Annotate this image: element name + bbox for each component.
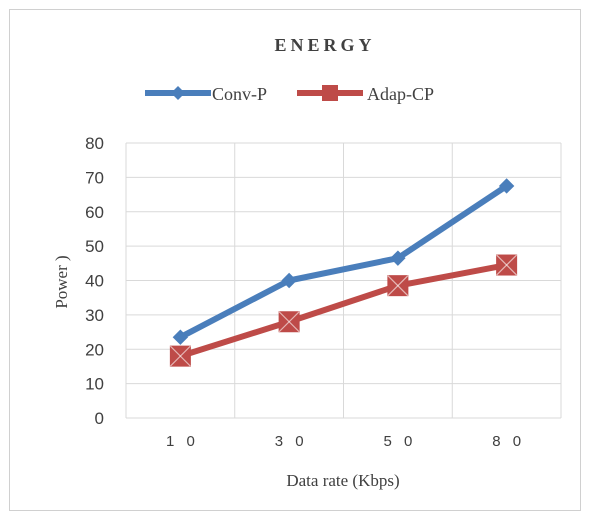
data-point-diamond [390, 250, 406, 266]
legend-label: Conv-P [212, 84, 267, 104]
data-point-diamond [172, 329, 189, 345]
legend-marker-square [322, 85, 338, 101]
series-conv-p [172, 178, 515, 345]
series-line [178, 183, 509, 340]
chart-title: ENERGY [274, 35, 375, 55]
data-point-diamond [281, 272, 297, 289]
y-tick-label: 10 [85, 375, 104, 394]
x-tick-label: 3 0 [275, 433, 308, 450]
series-adap-cp [169, 254, 518, 367]
x-axis-label: Data rate (Kbps) [286, 471, 399, 490]
y-axis-ticks: 0 10 20 30 40 50 60 70 80 [85, 134, 104, 428]
marker-cross [169, 345, 191, 367]
y-tick-label: 60 [85, 203, 104, 222]
legend-item: Adap-CP [297, 84, 434, 104]
marker-cross [278, 311, 300, 333]
x-tick-label: 5 0 [383, 433, 416, 450]
marker-cross [387, 275, 409, 297]
y-tick-label: 70 [85, 168, 104, 187]
y-tick-label: 50 [85, 237, 104, 256]
y-tick-label: 30 [85, 306, 104, 325]
y-axis-label: Power ) [52, 255, 71, 308]
series-line [179, 262, 508, 359]
legend-label: Adap-CP [367, 84, 434, 104]
chart-frame [9, 9, 581, 511]
y-tick-label: 80 [85, 134, 104, 153]
marker-cross [496, 254, 518, 276]
series-layer [169, 178, 518, 367]
grid-lines [125, 142, 562, 419]
y-tick-label: 40 [85, 272, 104, 291]
legend-marker-diamond [171, 86, 185, 100]
x-axis-ticks: 1 0 3 0 5 0 8 0 [166, 433, 525, 450]
y-tick-label: 20 [85, 340, 104, 359]
legend-item: Conv-P [145, 84, 267, 104]
x-tick-label: 1 0 [166, 433, 199, 450]
x-tick-label: 8 0 [492, 433, 525, 450]
data-point-diamond [498, 178, 515, 194]
y-tick-label: 0 [95, 409, 104, 428]
legend: Conv-P Adap-CP [145, 84, 434, 104]
